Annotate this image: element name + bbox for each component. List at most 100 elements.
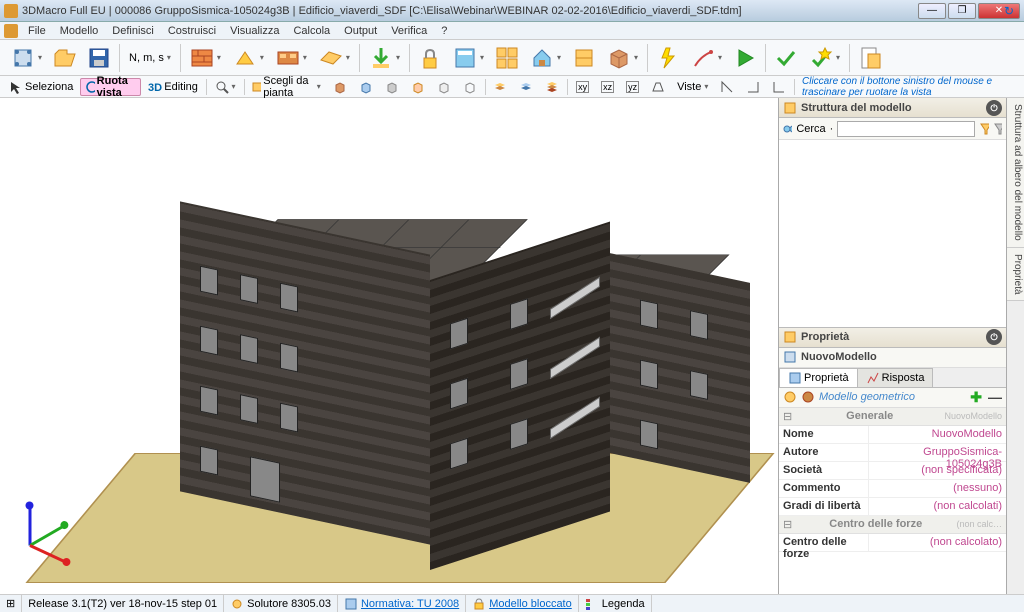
- cerca-label: Cerca: [796, 123, 825, 135]
- menu-file[interactable]: File: [22, 25, 52, 37]
- panel-power-button[interactable]: ⏻: [986, 329, 1002, 345]
- 3d-viewport[interactable]: [0, 98, 778, 594]
- cube4-button[interactable]: [406, 78, 430, 96]
- status-expand[interactable]: ⊞: [0, 595, 22, 612]
- geom-link[interactable]: Modello geometrico: [819, 391, 966, 403]
- menu-verifica[interactable]: Verifica: [385, 25, 433, 37]
- window: [240, 394, 258, 424]
- ruota-vista-button[interactable]: Ruota vista: [80, 78, 141, 96]
- tool-grid-button[interactable]: [491, 42, 523, 74]
- add-button[interactable]: ✚: [970, 389, 982, 406]
- search-input[interactable]: [837, 121, 975, 137]
- history-icon[interactable]: [783, 390, 797, 404]
- sidetab-struttura[interactable]: Struttura ad albero del modello: [1007, 98, 1024, 248]
- status-solutore[interactable]: Solutore 8305.03: [224, 595, 338, 612]
- wireframe-icon: [463, 80, 477, 94]
- layer3-button[interactable]: [540, 78, 564, 96]
- legend-icon: [585, 597, 599, 611]
- filter-icon[interactable]: [979, 122, 988, 136]
- open-button[interactable]: [49, 42, 81, 74]
- prop-row-commento[interactable]: Commento(nessuno): [779, 480, 1006, 498]
- prop-key: Nome: [779, 426, 869, 443]
- prop-row-nome[interactable]: NomeNuovoModello: [779, 426, 1006, 444]
- tool-pushover-button[interactable]: ▾: [686, 42, 727, 74]
- property-tabs: Proprietà Risposta: [779, 368, 1006, 388]
- tool-box-button[interactable]: ▾: [602, 42, 643, 74]
- tool-lock-button[interactable]: [414, 42, 446, 74]
- maximize-button[interactable]: ❐: [948, 3, 976, 19]
- tab-proprieta[interactable]: Proprietà: [779, 368, 858, 387]
- menu-definisci[interactable]: Definisci: [106, 25, 160, 37]
- tool-check2-button[interactable]: ▾: [804, 42, 845, 74]
- tool-play-button[interactable]: [729, 42, 761, 74]
- prop-row-gdl[interactable]: Gradi di libertà(non calcolati): [779, 498, 1006, 516]
- panel-power-button[interactable]: ⏻: [986, 100, 1002, 116]
- window: [200, 326, 218, 356]
- tool-house-button[interactable]: ▾: [525, 42, 566, 74]
- new-button[interactable]: ▾: [6, 42, 47, 74]
- yz-button[interactable]: yz: [621, 78, 644, 96]
- layer2-button[interactable]: [514, 78, 538, 96]
- tool-panel-button[interactable]: ▾: [228, 42, 269, 74]
- angle2-button[interactable]: [741, 78, 765, 96]
- menu-calcola[interactable]: Calcola: [287, 25, 336, 37]
- sidetab-proprieta[interactable]: Proprietà: [1007, 248, 1024, 302]
- angle3-button[interactable]: [767, 78, 791, 96]
- node-icon: [11, 46, 35, 70]
- scegli-pianta-button[interactable]: Scegli da pianta▾: [247, 78, 325, 96]
- angle1-button[interactable]: [715, 78, 739, 96]
- main-toolbar: ▾ N, m, s▾ ▾ ▾ ▾ ▾ ▾ ▾ ▾ ▾ ▾ ▾: [0, 40, 1024, 76]
- cube5-button[interactable]: [432, 78, 456, 96]
- tab-risposta[interactable]: Risposta: [857, 368, 934, 387]
- minimize-button[interactable]: —: [918, 3, 946, 19]
- status-normativa[interactable]: Normativa: TU 2008: [338, 595, 466, 612]
- tool-floor-button[interactable]: ▾: [271, 42, 312, 74]
- model-tree[interactable]: [779, 140, 1006, 328]
- cube2-button[interactable]: [354, 78, 378, 96]
- prop-row-societa[interactable]: Società(non specificata): [779, 462, 1006, 480]
- folder-open-icon: [53, 46, 77, 70]
- menu-help[interactable]: ?: [435, 25, 453, 37]
- section-title: Generale: [795, 410, 944, 422]
- status-legenda[interactable]: Legenda: [579, 595, 652, 612]
- prop-row-centro[interactable]: Centro delle forze(non calcolato): [779, 534, 1006, 552]
- cube3-button[interactable]: [380, 78, 404, 96]
- collapse-toggle[interactable]: ⊟: [783, 518, 795, 531]
- window: [690, 310, 708, 340]
- history2-icon[interactable]: [801, 390, 815, 404]
- editing-button[interactable]: 3DEditing: [143, 78, 203, 96]
- chevron-down-icon: ▾: [557, 53, 561, 62]
- save-button[interactable]: [83, 42, 115, 74]
- tool-report-button[interactable]: [854, 42, 886, 74]
- xz-button[interactable]: xz: [596, 78, 619, 96]
- prop-row-autore[interactable]: AutoreGruppoSismica-105024g3B: [779, 444, 1006, 462]
- tool-section-button[interactable]: [568, 42, 600, 74]
- menu-visualizza[interactable]: Visualizza: [224, 25, 285, 37]
- tool-view-button[interactable]: ▾: [448, 42, 489, 74]
- normativa-label: Normativa: TU 2008: [361, 598, 459, 610]
- layer1-button[interactable]: [488, 78, 512, 96]
- seleziona-button[interactable]: Seleziona: [4, 78, 78, 96]
- viste-button[interactable]: Viste▾: [672, 78, 713, 96]
- filter-clear-icon[interactable]: [993, 122, 1002, 136]
- editing-label: Editing: [164, 81, 198, 93]
- cube-icon: [385, 80, 399, 94]
- cube1-button[interactable]: [328, 78, 352, 96]
- tool-wall-button[interactable]: ▾: [185, 42, 226, 74]
- tool-slab-button[interactable]: ▾: [314, 42, 355, 74]
- units-button[interactable]: N, m, s▾: [124, 42, 176, 74]
- persp-button[interactable]: [646, 78, 670, 96]
- menu-output[interactable]: Output: [338, 25, 383, 37]
- tool-bolt-button[interactable]: [652, 42, 684, 74]
- menu-costruisci[interactable]: Costruisci: [162, 25, 222, 37]
- zoom-button[interactable]: ▾: [210, 78, 241, 96]
- xy-button[interactable]: xy: [571, 78, 594, 96]
- tool-load-button[interactable]: ▾: [364, 42, 405, 74]
- status-bloccato[interactable]: Modello bloccato: [466, 595, 579, 612]
- collapse-toggle[interactable]: ⊟: [783, 410, 795, 423]
- tool-check-button[interactable]: [770, 42, 802, 74]
- cube6-button[interactable]: [458, 78, 482, 96]
- remove-button[interactable]: —: [988, 389, 1002, 405]
- chevron-down-icon: ▾: [317, 82, 321, 91]
- menu-modello[interactable]: Modello: [54, 25, 105, 37]
